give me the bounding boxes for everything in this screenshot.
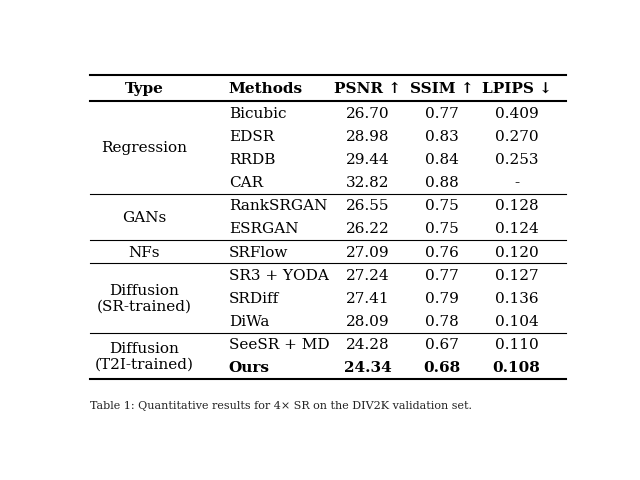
Text: 28.98: 28.98 [346,130,389,144]
Text: 0.77: 0.77 [425,107,459,120]
Text: Type: Type [125,82,164,96]
Text: 0.84: 0.84 [425,153,459,167]
Text: 0.108: 0.108 [493,360,540,374]
Text: 27.41: 27.41 [346,291,390,305]
Text: 0.409: 0.409 [495,107,538,120]
Text: Ours: Ours [229,360,270,374]
Text: Diffusion
(SR-trained): Diffusion (SR-trained) [97,283,192,313]
Text: -: - [514,176,519,190]
Text: RankSRGAN: RankSRGAN [229,199,327,213]
Text: 0.83: 0.83 [425,130,459,144]
Text: 28.09: 28.09 [346,314,390,328]
Text: Diffusion
(T2I-trained): Diffusion (T2I-trained) [95,341,194,371]
Text: SRDiff: SRDiff [229,291,279,305]
Text: 0.78: 0.78 [425,314,459,328]
Text: PSNR ↑: PSNR ↑ [334,82,401,96]
Text: 0.120: 0.120 [495,245,538,259]
Text: Regression: Regression [102,141,188,155]
Text: EDSR: EDSR [229,130,274,144]
Text: 0.128: 0.128 [495,199,538,213]
Text: 24.34: 24.34 [344,360,392,374]
Text: GANs: GANs [122,210,166,225]
Text: 0.104: 0.104 [495,314,538,328]
Text: 26.55: 26.55 [346,199,389,213]
Text: LPIPS ↓: LPIPS ↓ [481,82,552,96]
Text: 0.76: 0.76 [425,245,459,259]
Text: 0.67: 0.67 [425,337,459,351]
Text: Table 1: Quantitative results for 4× SR on the DIV2K validation set.: Table 1: Quantitative results for 4× SR … [90,400,472,410]
Text: 0.127: 0.127 [495,268,538,282]
Text: ESRGAN: ESRGAN [229,222,298,236]
Text: 0.75: 0.75 [425,199,459,213]
Text: 0.124: 0.124 [495,222,538,236]
Text: Methods: Methods [229,82,303,96]
Text: 0.68: 0.68 [424,360,461,374]
Text: 0.88: 0.88 [425,176,459,190]
Text: 0.270: 0.270 [495,130,538,144]
Text: 0.136: 0.136 [495,291,538,305]
Text: 0.79: 0.79 [425,291,459,305]
Text: 26.70: 26.70 [346,107,390,120]
Text: DiWa: DiWa [229,314,269,328]
Text: NFs: NFs [129,245,160,259]
Text: CAR: CAR [229,176,263,190]
Text: 0.253: 0.253 [495,153,538,167]
Text: SeeSR + MD: SeeSR + MD [229,337,330,351]
Text: SRFlow: SRFlow [229,245,288,259]
Text: SR3 + YODA: SR3 + YODA [229,268,329,282]
Text: Bicubic: Bicubic [229,107,286,120]
Text: 0.77: 0.77 [425,268,459,282]
Text: 32.82: 32.82 [346,176,389,190]
Text: RRDB: RRDB [229,153,275,167]
Text: SSIM ↑: SSIM ↑ [410,82,474,96]
Text: 0.75: 0.75 [425,222,459,236]
Text: 27.09: 27.09 [346,245,390,259]
Text: 29.44: 29.44 [346,153,390,167]
Text: 27.24: 27.24 [346,268,390,282]
Text: 24.28: 24.28 [346,337,390,351]
Text: 26.22: 26.22 [346,222,390,236]
Text: 0.110: 0.110 [495,337,538,351]
